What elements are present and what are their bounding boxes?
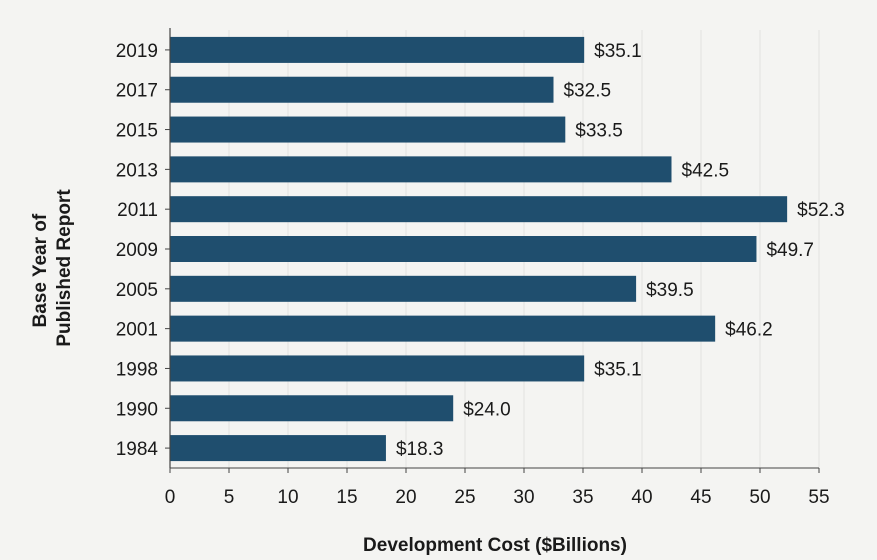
label-layer: $35.1 $32.5 $33.5 $42.5 $52.3 $49.7 $39.5 $46.2… xyxy=(396,41,845,460)
x-tick-label: 0 xyxy=(165,487,176,508)
y-axis-title: Base Year of Published Report xyxy=(30,189,75,347)
bar xyxy=(170,395,454,422)
y-tick-label: 2009 xyxy=(116,240,158,261)
y-tick-label: 1984 xyxy=(116,439,159,460)
data-label: $46.2 xyxy=(725,320,773,341)
y-tick-label: 2019 xyxy=(116,41,158,62)
data-label: $32.5 xyxy=(564,81,612,102)
bar xyxy=(170,76,554,103)
axis-layer: 0 5 10 15 20 25 30 35 40 45 50 55 2019 2017 2015 2013 20… xyxy=(116,28,830,508)
y-axis-title-line-1: Base Year of xyxy=(30,213,51,327)
y-tick-label: 2001 xyxy=(116,320,158,341)
bar xyxy=(170,236,757,262)
x-tick-label: 30 xyxy=(513,487,534,508)
x-tick-label: 20 xyxy=(395,487,416,508)
bar xyxy=(170,36,585,63)
data-label: $49.7 xyxy=(766,240,814,261)
x-axis-title: Development Cost ($Billions) xyxy=(363,535,627,556)
bar xyxy=(170,116,566,143)
bar xyxy=(170,355,585,382)
y-tick-label: 1998 xyxy=(116,359,158,380)
data-label: $52.3 xyxy=(797,200,845,221)
data-label: $24.0 xyxy=(463,399,511,420)
y-tick-label: 2005 xyxy=(116,280,158,301)
data-label: $35.1 xyxy=(594,359,642,380)
x-tick-label: 40 xyxy=(631,487,652,508)
x-tick-label: 35 xyxy=(572,487,593,508)
y-tick-label: 1990 xyxy=(116,399,158,420)
data-label: $42.5 xyxy=(682,160,730,181)
x-tick-label: 10 xyxy=(277,487,298,508)
x-tick-label: 15 xyxy=(336,487,357,508)
bar xyxy=(170,156,672,183)
y-tick-label: 2011 xyxy=(117,200,158,221)
data-label: $35.1 xyxy=(594,41,642,62)
x-tick-label: 5 xyxy=(224,487,235,508)
bar xyxy=(170,315,716,342)
y-tick-label: 2017 xyxy=(116,81,158,102)
y-tick-label: 2015 xyxy=(116,121,158,142)
bar xyxy=(170,196,788,223)
y-tick-label: 2013 xyxy=(116,160,158,181)
bar xyxy=(170,435,386,462)
data-label: $33.5 xyxy=(575,121,623,142)
x-tick-label: 45 xyxy=(690,487,711,508)
x-tick-label: 55 xyxy=(808,487,829,508)
bar-layer xyxy=(170,36,788,462)
x-tick-label: 50 xyxy=(749,487,770,508)
data-label: $18.3 xyxy=(396,439,444,460)
bar xyxy=(170,275,637,302)
data-label: $39.5 xyxy=(646,280,694,301)
x-tick-label: 25 xyxy=(454,487,475,508)
y-axis-title-line-2: Published Report xyxy=(54,189,75,347)
